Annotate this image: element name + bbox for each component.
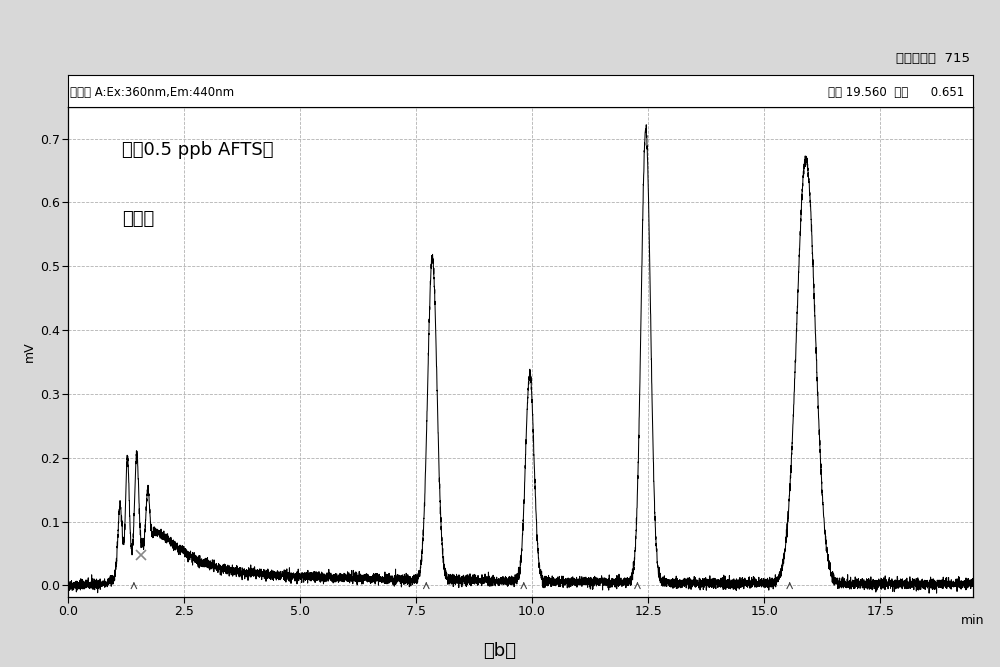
- Text: 最大强度：  715: 最大强度： 715: [896, 51, 970, 65]
- Text: 检测器 A:Ex:360nm,Em:440nm: 检测器 A:Ex:360nm,Em:440nm: [70, 86, 234, 99]
- Text: （b）: （b）: [484, 642, 516, 660]
- Text: 时间 19.560  强度      0.651: 时间 19.560 强度 0.651: [828, 86, 964, 99]
- Text: min: min: [961, 614, 985, 627]
- Text: 进癸0.5 ppb AFTS混: 进癸0.5 ppb AFTS混: [122, 141, 274, 159]
- Text: 本发明: 本发明: [122, 209, 155, 227]
- Y-axis label: mV: mV: [23, 342, 36, 362]
